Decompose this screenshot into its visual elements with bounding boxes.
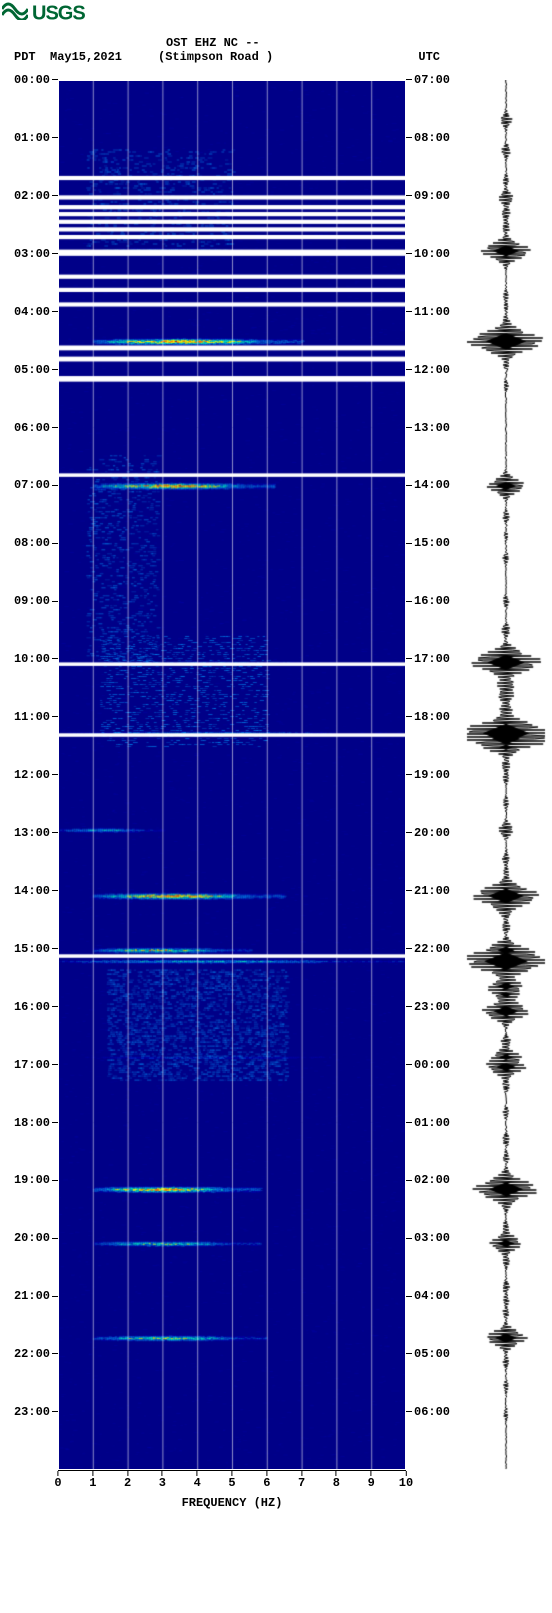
usgs-text: USGS	[32, 2, 85, 24]
ytick-right: 02:00	[406, 1174, 450, 1186]
ytick-left: 21:00	[14, 1290, 58, 1302]
xtick: 0	[54, 1471, 61, 1490]
ytick-left: 20:00	[14, 1232, 58, 1244]
station-label: OST EHZ NC --	[166, 36, 260, 50]
ytick-left: 22:00	[14, 1348, 58, 1360]
ytick-right: 12:00	[406, 364, 450, 376]
ytick-left: 18:00	[14, 1117, 58, 1129]
ytick-left: 17:00	[14, 1059, 58, 1071]
ytick-right: 14:00	[406, 479, 450, 491]
xtick: 10	[399, 1471, 413, 1490]
xtick: 3	[159, 1471, 166, 1490]
spectrogram-canvas	[58, 80, 406, 1470]
plot-area: 00:00 01:00 02:00 03:00 04:00 05:00 06:00 07:00…	[14, 80, 544, 1605]
ytick-right: 09:00	[406, 190, 450, 202]
ytick-left: 03:00	[14, 248, 58, 260]
location-label: (Stimpson Road )	[158, 50, 273, 64]
ytick-left: 09:00	[14, 595, 58, 607]
ytick-right: 20:00	[406, 827, 450, 839]
ytick-right: 10:00	[406, 248, 450, 260]
ytick-left: 16:00	[14, 1001, 58, 1013]
ytick-left: 06:00	[14, 422, 58, 434]
ytick-right: 17:00	[406, 653, 450, 665]
ytick-left: 12:00	[14, 769, 58, 781]
ytick-left: 00:00	[14, 74, 58, 86]
ytick-left: 05:00	[14, 364, 58, 376]
ytick-right: 01:00	[406, 1117, 450, 1129]
ytick-left: 07:00	[14, 479, 58, 491]
page-root: USGS PDT May15,2021 OST EHZ NC -- (Stimp…	[0, 0, 552, 1613]
ytick-right: 18:00	[406, 711, 450, 723]
ytick-right: 05:00	[406, 1348, 450, 1360]
ytick-right: 15:00	[406, 537, 450, 549]
xtick: 7	[298, 1471, 305, 1490]
seismogram-canvas	[466, 80, 546, 1470]
ytick-right: 23:00	[406, 1001, 450, 1013]
usgs-logo: USGS	[2, 2, 85, 26]
usgs-wave-icon	[2, 2, 28, 26]
x-axis-label: FREQUENCY (HZ)	[58, 1496, 406, 1510]
seismogram	[466, 80, 546, 1470]
xtick: 1	[89, 1471, 96, 1490]
ytick-right: 08:00	[406, 132, 450, 144]
ytick-right: 11:00	[406, 306, 450, 318]
ytick-right: 21:00	[406, 885, 450, 897]
ytick-right: 07:00	[406, 74, 450, 86]
y-axis-left: 00:0001:0002:0003:0004:0005:0006:0007:00…	[14, 80, 58, 1470]
ytick-left: 10:00	[14, 653, 58, 665]
ytick-left: 15:00	[14, 943, 58, 955]
xtick: 4	[194, 1471, 201, 1490]
ytick-right: 00:00	[406, 1059, 450, 1071]
xtick: 2	[124, 1471, 131, 1490]
y-axis-right: 07:0008:0009:0010:0011:0012:0013:0014:00…	[406, 80, 466, 1470]
ytick-right: 06:00	[406, 1406, 450, 1418]
ytick-right: 16:00	[406, 595, 450, 607]
ytick-right: 03:00	[406, 1232, 450, 1244]
tz-right-label: UTC	[418, 50, 440, 64]
ytick-right: 19:00	[406, 769, 450, 781]
ytick-left: 13:00	[14, 827, 58, 839]
spectrogram	[58, 80, 406, 1470]
ytick-right: 22:00	[406, 943, 450, 955]
ytick-right: 04:00	[406, 1290, 450, 1302]
xtick: 6	[263, 1471, 270, 1490]
ytick-left: 02:00	[14, 190, 58, 202]
ytick-left: 23:00	[14, 1406, 58, 1418]
date-label: May15,2021	[50, 50, 122, 64]
ytick-left: 14:00	[14, 885, 58, 897]
ytick-right: 13:00	[406, 422, 450, 434]
ytick-left: 08:00	[14, 537, 58, 549]
ytick-left: 11:00	[14, 711, 58, 723]
xtick: 8	[333, 1471, 340, 1490]
ytick-left: 04:00	[14, 306, 58, 318]
tz-left-label: PDT	[14, 50, 36, 64]
xtick: 5	[228, 1471, 235, 1490]
header: PDT May15,2021 OST EHZ NC -- (Stimpson R…	[0, 34, 552, 68]
xtick: 9	[368, 1471, 375, 1490]
ytick-left: 01:00	[14, 132, 58, 144]
ytick-left: 19:00	[14, 1174, 58, 1186]
